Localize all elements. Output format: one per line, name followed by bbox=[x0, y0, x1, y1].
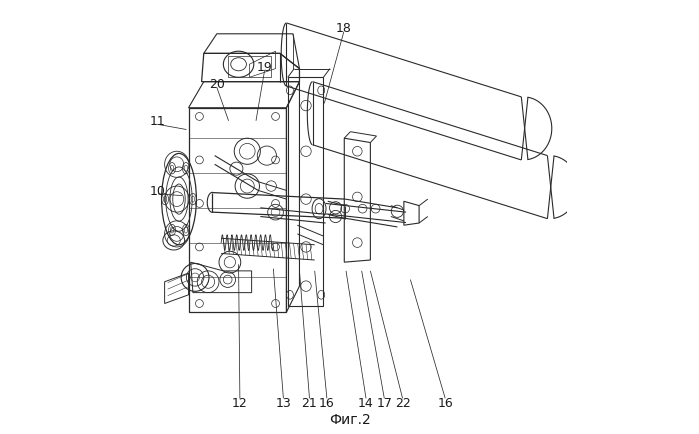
Text: 18: 18 bbox=[336, 22, 352, 35]
Text: 21: 21 bbox=[301, 396, 317, 409]
Text: 14: 14 bbox=[358, 396, 374, 409]
Text: 16: 16 bbox=[319, 396, 335, 409]
Text: 22: 22 bbox=[395, 396, 410, 409]
Text: 10: 10 bbox=[150, 184, 166, 197]
Text: 19: 19 bbox=[257, 61, 273, 74]
Text: 13: 13 bbox=[275, 396, 291, 409]
Text: 20: 20 bbox=[209, 78, 225, 91]
Text: 16: 16 bbox=[438, 396, 453, 409]
Text: 12: 12 bbox=[232, 396, 247, 409]
Text: Фиг.2: Фиг.2 bbox=[329, 412, 370, 426]
Text: 11: 11 bbox=[150, 115, 165, 128]
Text: 17: 17 bbox=[376, 396, 392, 409]
